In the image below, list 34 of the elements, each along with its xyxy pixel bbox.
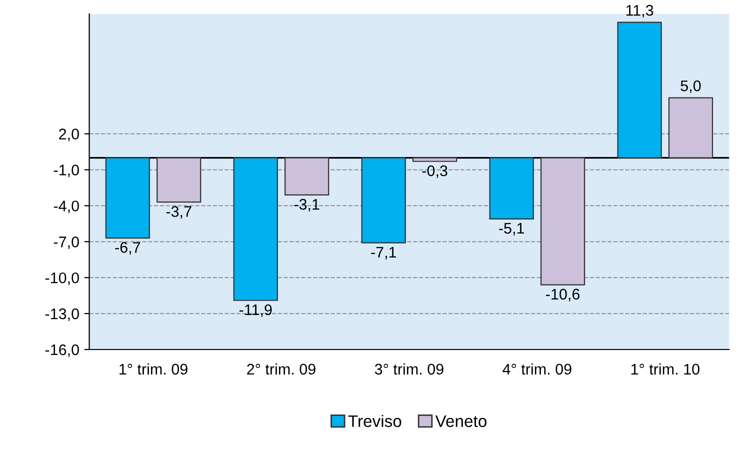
x-tick-label: 1° trim. 10 bbox=[631, 363, 700, 375]
legend-label: Treviso bbox=[348, 414, 402, 428]
y-tick-label: -1,0 bbox=[54, 164, 79, 178]
bar bbox=[540, 157, 586, 286]
y-tick-label: -4,0 bbox=[54, 200, 79, 214]
legend-label: Veneto bbox=[435, 415, 486, 428]
bar bbox=[617, 22, 662, 158]
data-label: -7,1 bbox=[371, 247, 396, 260]
data-label: -11,9 bbox=[239, 304, 272, 317]
x-tick-label: 4° trim. 09 bbox=[502, 363, 572, 375]
y-tick-label: -16,0 bbox=[45, 344, 79, 357]
x-tick-label: 2° trim. 09 bbox=[247, 363, 316, 375]
y-tick-label: -10,0 bbox=[45, 272, 79, 286]
data-label: 11,3 bbox=[626, 4, 654, 18]
data-label: -10,6 bbox=[546, 288, 580, 302]
data-label: -6,7 bbox=[115, 242, 140, 255]
bar bbox=[361, 157, 406, 244]
y-tick-label: -7,0 bbox=[54, 236, 79, 250]
data-label: -3,7 bbox=[166, 206, 192, 219]
y-tick-label: -13,0 bbox=[45, 308, 79, 322]
bar bbox=[489, 157, 534, 220]
bar bbox=[284, 157, 330, 196]
x-tick-label: 3° trim. 09 bbox=[374, 363, 444, 375]
data-label: -5,1 bbox=[499, 223, 524, 236]
x-tick-label: 1° trim. 09 bbox=[120, 363, 188, 375]
data-label: -3,1 bbox=[294, 198, 320, 212]
data-label: -0,3 bbox=[422, 165, 448, 178]
bar bbox=[668, 97, 714, 158]
data-label: 5,0 bbox=[680, 80, 701, 94]
bar bbox=[105, 157, 150, 239]
bar bbox=[156, 157, 202, 203]
bar bbox=[412, 157, 458, 162]
y-tick-label: 2,0 bbox=[59, 128, 79, 142]
bar bbox=[233, 157, 278, 301]
